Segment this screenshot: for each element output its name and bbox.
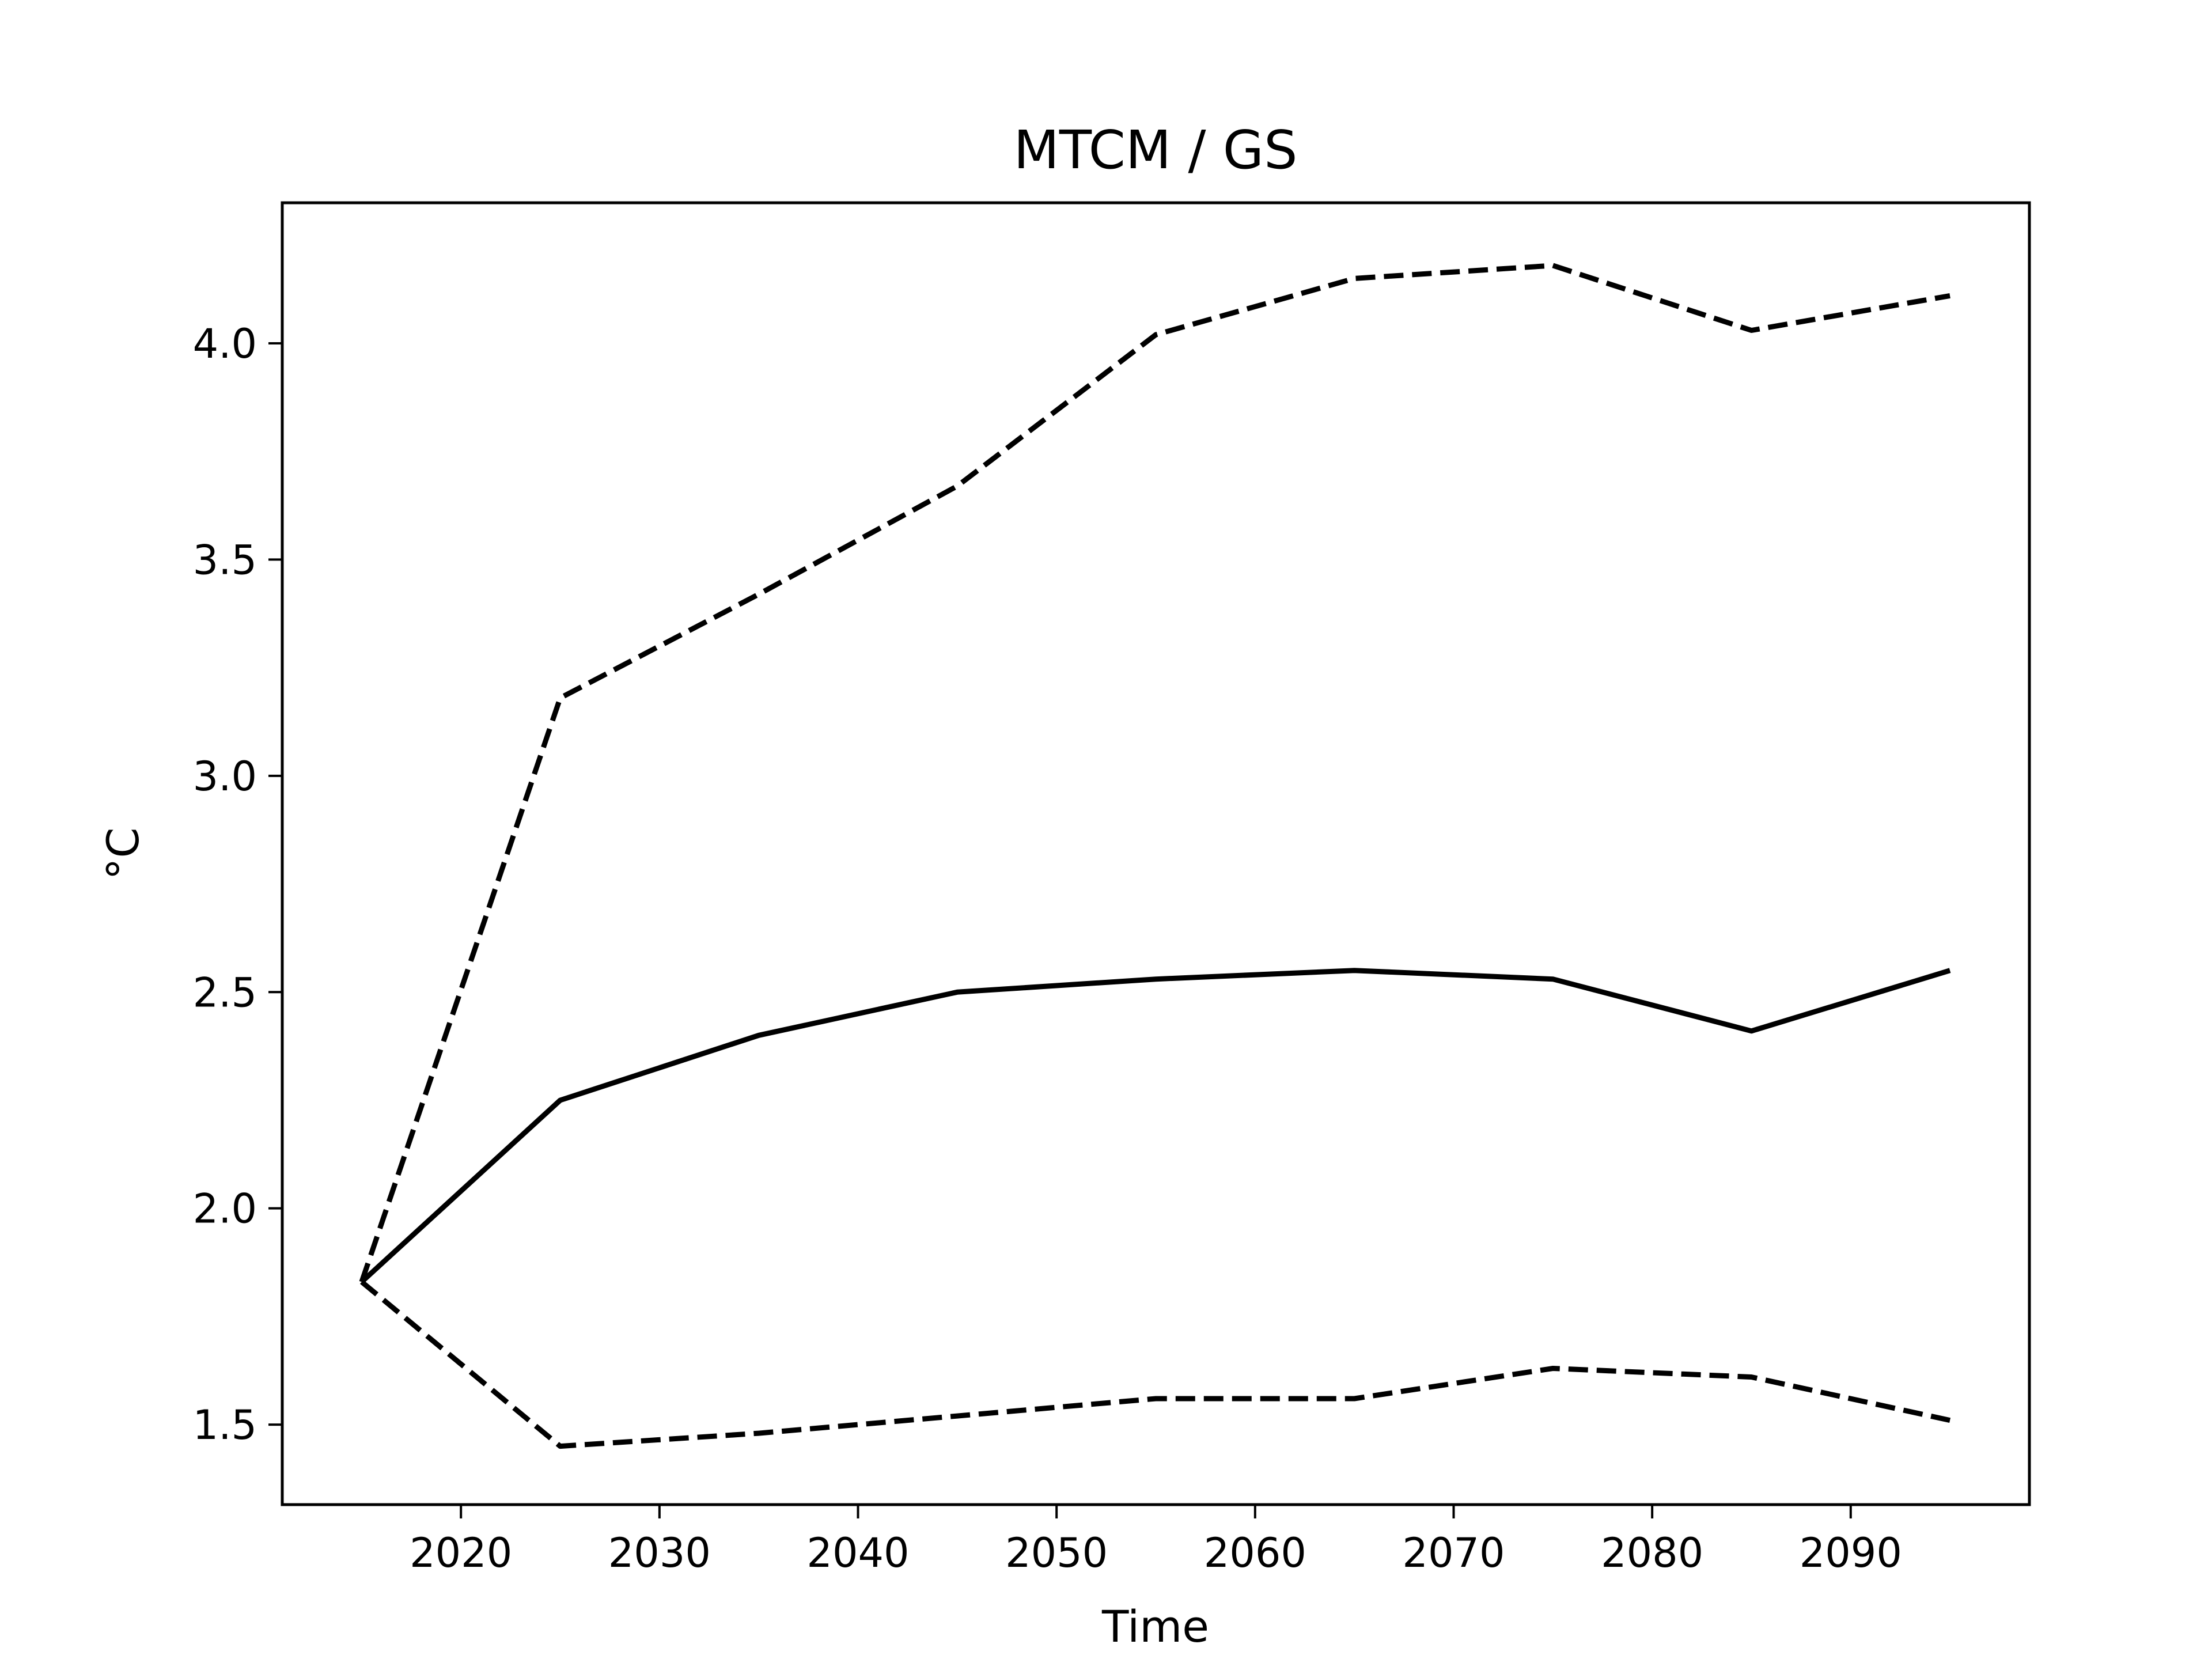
x-tick-label: 2080 (1601, 1529, 1703, 1577)
y-tick-label: 3.0 (193, 753, 257, 800)
plot-frame (281, 201, 2031, 1506)
y-tick-label: 2.5 (193, 969, 257, 1016)
x-tick-label: 2070 (1402, 1529, 1505, 1577)
y-tick-label: 1.5 (193, 1402, 257, 1449)
y-tick-label: 3.5 (193, 536, 257, 584)
x-tick-label: 2060 (1204, 1529, 1306, 1577)
y-axis-ticks: 1.5 2.0 2.5 3.0 3.5 4.0 (193, 320, 282, 1449)
y-tick-label: 4.0 (193, 320, 257, 368)
series-line-dashed (359, 263, 1950, 1283)
plot-series (359, 263, 1951, 1449)
chart-title: MTCM / GS (1014, 119, 1298, 181)
x-tick-label: 2050 (1005, 1529, 1108, 1577)
series-line-solid (359, 968, 1951, 1284)
x-axis-ticks: 2020 2030 2040 2050 2060 2070 2080 2090 (410, 1505, 1902, 1577)
x-axis-label: Time (1101, 1601, 1209, 1652)
x-tick-label: 2040 (806, 1529, 909, 1577)
series-line-dashed (360, 1279, 1951, 1449)
x-tick-label: 2090 (1800, 1529, 1902, 1577)
x-tick-label: 2030 (608, 1529, 711, 1577)
x-tick-label: 2020 (410, 1529, 512, 1577)
y-axis-label: °C (97, 827, 149, 880)
y-tick-label: 2.0 (193, 1185, 257, 1233)
